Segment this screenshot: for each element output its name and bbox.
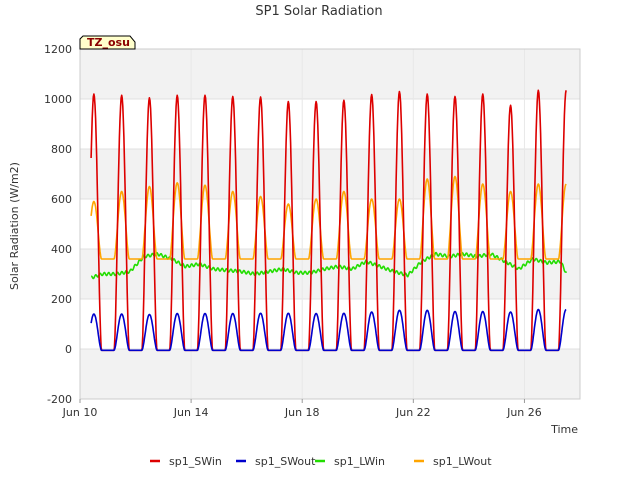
tz-badge-text: TZ_osu xyxy=(87,36,130,49)
x-tick-label: Jun 10 xyxy=(62,406,98,419)
band xyxy=(80,49,580,99)
x-tick-label: Jun 22 xyxy=(395,406,431,419)
y-tick-label: 0 xyxy=(65,343,72,356)
chart-title: SP1 Solar Radiation xyxy=(255,4,382,19)
plot-frame xyxy=(79,48,581,400)
x-tick-label: Jun 26 xyxy=(506,406,542,419)
y-tick-label: 800 xyxy=(51,143,72,156)
y-axis-ticks: -200 0 200 400 600 800 1000 1200 xyxy=(44,43,72,406)
x-tick-label: Jun 18 xyxy=(284,406,320,419)
legend: sp1_SWin sp1_SWout sp1_LWin sp1_LWout xyxy=(150,455,492,468)
x-tick-label: Jun 14 xyxy=(173,406,209,419)
x-axis-ticks: Jun 10 Jun 14 Jun 18 Jun 22 Jun 26 xyxy=(62,399,542,419)
series-layer xyxy=(90,89,567,352)
legend-label: sp1_LWin xyxy=(334,455,385,468)
band xyxy=(80,149,580,199)
tz-badge: TZ_osu xyxy=(79,35,136,50)
y-tick-label: 1200 xyxy=(44,43,72,56)
band xyxy=(80,349,580,399)
legend-label: sp1_SWout xyxy=(255,455,316,468)
background-bands xyxy=(80,49,580,399)
y-tick-label: -200 xyxy=(47,393,72,406)
x-axis-label: Time xyxy=(550,423,578,436)
series-line-sp1_SWout xyxy=(90,308,567,352)
y-axis-label: Solar Radiation (W/m2) xyxy=(8,162,21,290)
y-tick-label: 200 xyxy=(51,293,72,306)
y-tick-label: 1000 xyxy=(44,93,72,106)
tz-badge-box xyxy=(79,35,136,50)
legend-label: sp1_SWin xyxy=(169,455,222,468)
y-tick-label: 400 xyxy=(51,243,72,256)
y-tick-label: 600 xyxy=(51,193,72,206)
series-line-sp1_SWin xyxy=(90,89,567,352)
legend-label: sp1_LWout xyxy=(433,455,492,468)
